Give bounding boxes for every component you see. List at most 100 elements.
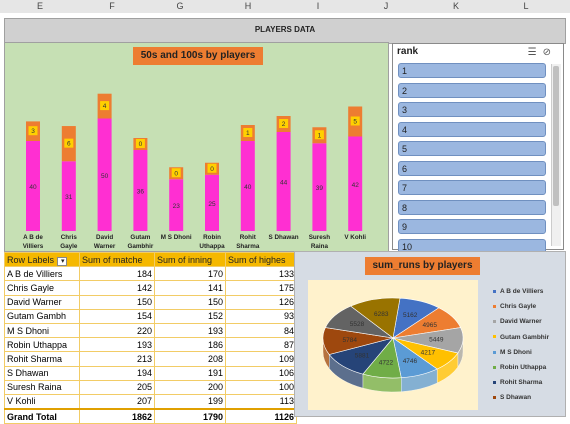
- table-cell[interactable]: 113: [225, 393, 297, 410]
- legend-swatch: [493, 396, 496, 400]
- data-label: 39: [316, 185, 324, 192]
- pivot-header-cell[interactable]: Sum of highes: [225, 251, 297, 268]
- column-letter[interactable]: L: [523, 1, 529, 11]
- table-row[interactable]: M S Dhoni 220 193 84: [4, 322, 297, 339]
- column-letter[interactable]: J: [383, 1, 389, 11]
- table-cell[interactable]: V Kohli: [4, 393, 80, 410]
- slicer-item-6[interactable]: 6: [398, 160, 546, 176]
- table-row[interactable]: Rohit Sharma 213 208 109: [4, 351, 297, 367]
- table-cell[interactable]: Rohit Sharma: [4, 351, 80, 367]
- slicer-item-3[interactable]: 3: [398, 102, 546, 117]
- pivot-header-cell[interactable]: Row Labels ▾: [4, 251, 80, 268]
- pie-slice: [350, 297, 401, 339]
- table-cell[interactable]: 199: [154, 393, 226, 410]
- table-cell[interactable]: 191: [154, 365, 226, 381]
- table-cell[interactable]: 220: [79, 322, 155, 339]
- column-letter[interactable]: G: [176, 1, 184, 11]
- table-row[interactable]: David Warner 150 150 126: [4, 294, 297, 310]
- table-cell[interactable]: 106: [225, 365, 297, 381]
- table-cell[interactable]: 126: [225, 294, 297, 310]
- table-cell[interactable]: 141: [154, 280, 226, 296]
- legend-swatch: [493, 304, 496, 308]
- bar-fifties: [169, 179, 184, 231]
- table-cell[interactable]: 208: [154, 351, 226, 367]
- table-cell[interactable]: 142: [79, 280, 155, 296]
- filter-dropdown-icon[interactable]: ▾: [57, 256, 67, 266]
- table-cell[interactable]: 109: [225, 351, 297, 367]
- legend-entry: A B de Villiers: [493, 288, 549, 303]
- clear-filter-icon[interactable]: ⊘: [542, 47, 557, 58]
- x-tick-label: Rohit: [240, 234, 257, 241]
- table-cell[interactable]: Suresh Raina: [4, 379, 80, 395]
- pivot-table[interactable]: Row Labels ▾ Sum of matche Sum of inning Su…: [4, 251, 297, 424]
- slicer-item-7[interactable]: 7: [398, 180, 546, 195]
- x-tick-label: Sharma: [236, 243, 260, 250]
- slicer-item-5[interactable]: 5: [398, 141, 546, 156]
- slicer-item-2[interactable]: 2: [398, 82, 546, 98]
- pivot-header-cell[interactable]: Sum of inning: [154, 251, 226, 268]
- table-row[interactable]: A B de Villiers 184 170 133: [4, 266, 297, 282]
- table-cell[interactable]: 170: [154, 266, 226, 282]
- rank-slicer[interactable]: rank ☰⊘ 1 2 3 4 5 6 7 8 9 10: [392, 43, 564, 254]
- table-cell[interactable]: 150: [154, 294, 226, 310]
- table-cell[interactable]: David Warner: [4, 294, 80, 310]
- table-cell[interactable]: 93: [225, 308, 297, 324]
- table-row[interactable]: V Kohli 207 199 113: [4, 393, 297, 410]
- table-cell[interactable]: 184: [79, 266, 155, 282]
- table-cell[interactable]: 194: [79, 365, 155, 381]
- bar-chart[interactable]: 50s and 100s by players 40 3 A B de Villier…: [4, 42, 389, 252]
- table-row[interactable]: Gutam Gambh 154 152 93: [4, 308, 297, 324]
- table-cell[interactable]: A B de Villiers: [4, 266, 80, 282]
- pivot-header-cell[interactable]: Sum of matche: [79, 251, 155, 268]
- column-letter[interactable]: E: [36, 1, 43, 11]
- table-row[interactable]: Suresh Raina 205 200 100: [4, 379, 297, 395]
- legend-entry: M S Dhoni: [493, 349, 549, 364]
- table-row[interactable]: Chris Gayle 142 141 175: [4, 280, 297, 296]
- slicer-item-1[interactable]: 1: [398, 63, 546, 78]
- table-cell[interactable]: 207: [79, 393, 155, 410]
- table-cell[interactable]: 87: [225, 337, 297, 353]
- slicer-item-8[interactable]: 8: [398, 199, 546, 215]
- table-cell[interactable]: Grand Total: [4, 408, 80, 424]
- table-row[interactable]: S Dhawan 194 191 106: [4, 365, 297, 381]
- column-letter[interactable]: K: [452, 1, 459, 11]
- label-box: [279, 119, 289, 128]
- table-cell[interactable]: M S Dhoni: [4, 322, 80, 339]
- multi-select-icon[interactable]: ☰: [527, 47, 543, 58]
- table-cell[interactable]: 213: [79, 351, 155, 367]
- table-cell[interactable]: 193: [79, 337, 155, 353]
- table-cell[interactable]: Robin Uthappa: [4, 337, 80, 353]
- table-cell[interactable]: S Dhawan: [4, 365, 80, 381]
- table-cell[interactable]: 84: [225, 322, 297, 339]
- table-cell[interactable]: 1126: [225, 408, 297, 424]
- table-cell[interactable]: 186: [154, 337, 226, 353]
- table-cell[interactable]: 100: [225, 379, 297, 395]
- pie-data-label: 5449: [429, 336, 444, 343]
- table-cell[interactable]: 1862: [79, 408, 155, 424]
- table-cell[interactable]: 152: [154, 308, 226, 324]
- grand-total-row[interactable]: Grand Total 1862 1790 1126: [4, 408, 297, 424]
- pie-chart[interactable]: sum_runs by players 5162 4965 5449 4217 4746…: [294, 251, 566, 417]
- table-row[interactable]: Robin Uthappa 193 186 87: [4, 337, 297, 353]
- table-cell[interactable]: 1790: [154, 408, 226, 424]
- table-cell[interactable]: 200: [154, 379, 226, 395]
- slicer-item-9[interactable]: 9: [398, 219, 546, 234]
- label-box: [135, 139, 145, 148]
- table-cell[interactable]: Gutam Gambh: [4, 308, 80, 324]
- column-letter[interactable]: I: [316, 1, 320, 11]
- slicer-scroll-thumb[interactable]: [553, 66, 559, 206]
- table-cell[interactable]: 175: [225, 280, 297, 296]
- table-cell[interactable]: 154: [79, 308, 155, 324]
- data-label: 3: [31, 128, 35, 135]
- table-cell[interactable]: 193: [154, 322, 226, 339]
- label-box: [28, 126, 38, 136]
- slicer-scrollbar[interactable]: [551, 64, 561, 246]
- table-cell[interactable]: 150: [79, 294, 155, 310]
- column-letter[interactable]: F: [109, 1, 115, 11]
- table-cell[interactable]: 133: [225, 266, 297, 282]
- table-cell[interactable]: 205: [79, 379, 155, 395]
- column-letter[interactable]: H: [244, 1, 252, 11]
- table-cell[interactable]: Chris Gayle: [4, 280, 80, 296]
- slicer-item-4[interactable]: 4: [398, 121, 546, 137]
- pie-data-label: 6283: [374, 311, 389, 318]
